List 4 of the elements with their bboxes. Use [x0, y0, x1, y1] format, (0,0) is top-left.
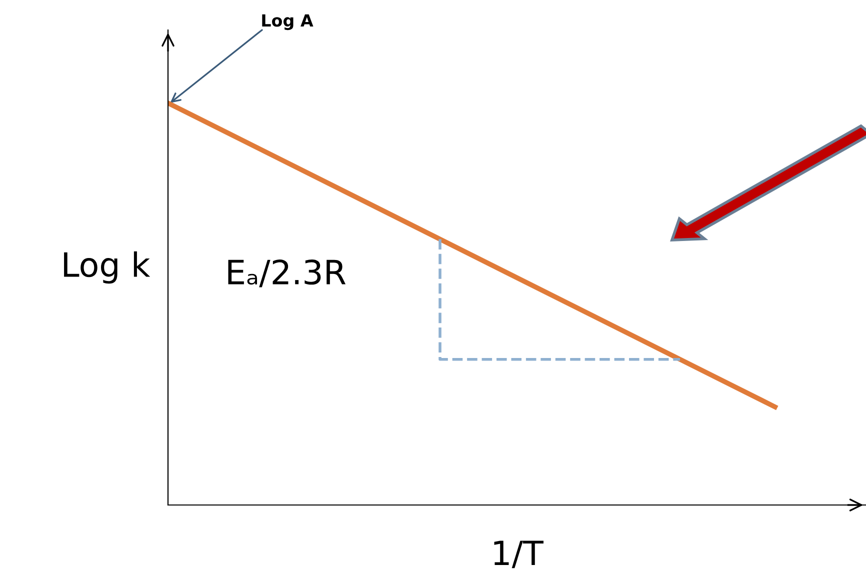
text: Log A — [262, 14, 314, 30]
x-axis-title: 1/T — [494, 540, 544, 568]
y-axis-title: Log k — [64, 251, 150, 284]
annotation: Eₐ/2.3R — [228, 259, 346, 288]
